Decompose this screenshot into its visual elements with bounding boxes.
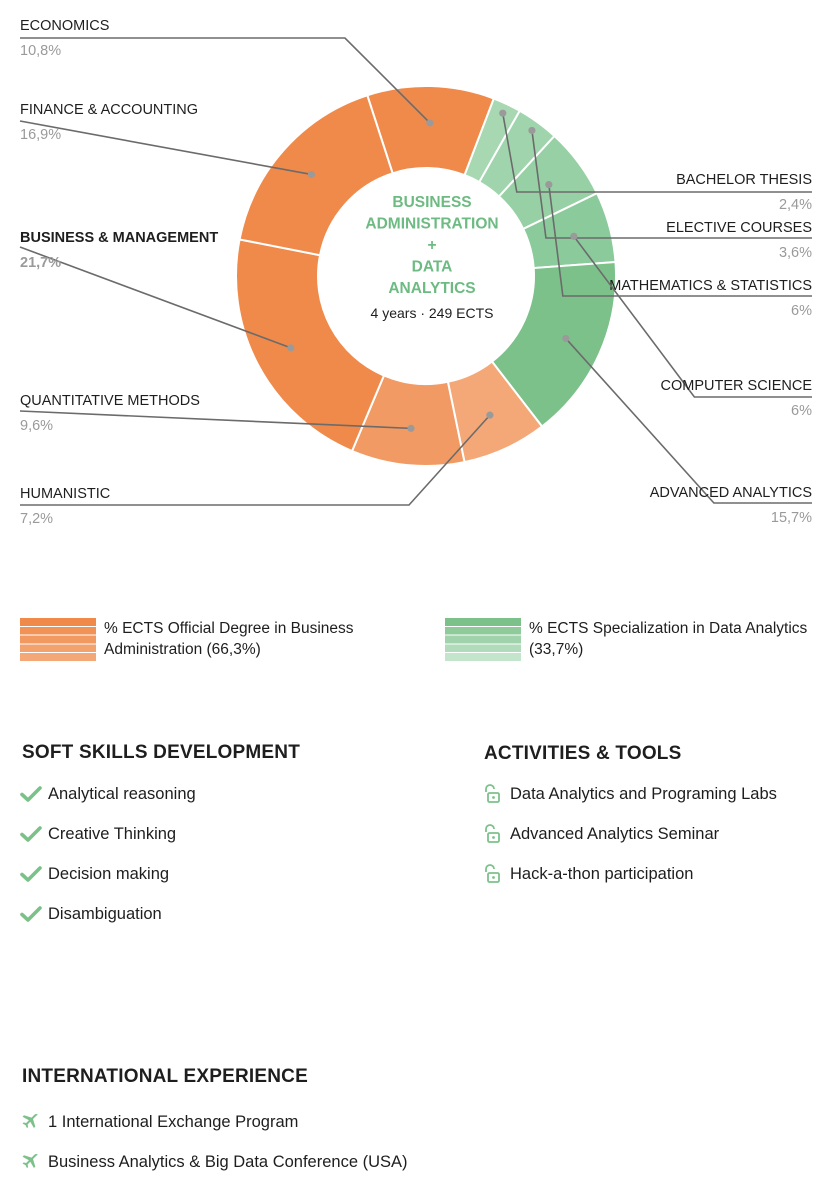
- leader-dot-elective-courses: [528, 126, 536, 135]
- leader-dot-mathematics-and-statistics: [545, 181, 553, 189]
- activities-item: Advanced Analytics Seminar: [482, 814, 777, 854]
- leader-line-elective-courses: [531, 130, 812, 239]
- slice-value-computer-science: 6%: [791, 403, 812, 419]
- airplane-icon: [20, 1112, 48, 1132]
- leader-line-business-and-management: [19, 246, 292, 349]
- international-title: INTERNATIONAL EXPERIENCE: [22, 1066, 308, 1087]
- activities-item-label: Hack-a-thon participation: [510, 864, 694, 883]
- leader-dot-economics: [426, 119, 434, 127]
- leader-dot-computer-science: [570, 232, 578, 240]
- slice-value-economics: 10,8%: [20, 43, 61, 59]
- leader-dot-bachelor-thesis: [499, 109, 507, 117]
- legend-specialization: % ECTS Specialization in Data Analytics …: [445, 618, 829, 662]
- soft_skills-item: Disambiguation: [20, 894, 196, 934]
- soft_skills-item-label: Decision making: [48, 864, 170, 883]
- airplane-icon: [20, 1152, 48, 1172]
- international-item: Business Analytics & Big Data Conference…: [20, 1142, 408, 1182]
- international-item-label: 1 International Exchange Program: [48, 1112, 299, 1131]
- international-item-label: Business Analytics & Big Data Conference…: [48, 1152, 408, 1171]
- leader-dot-finance-and-accounting: [307, 170, 316, 179]
- center-subtitle: 4 years · 249 ECTS: [371, 305, 494, 321]
- legend-swatch-official: [20, 618, 96, 662]
- check-icon: [20, 825, 48, 843]
- slice-value-bachelor-thesis: 2,4%: [779, 197, 812, 213]
- slice-label-mathematics-and-statistics: MATHEMATICS & STATISTICS: [609, 278, 812, 294]
- slice-label-business-and-management: BUSINESS & MANAGEMENT: [20, 230, 218, 246]
- slice-value-quantitative-methods: 9,6%: [20, 418, 53, 434]
- check-icon: [20, 865, 48, 883]
- soft_skills-item: Analytical reasoning: [20, 774, 196, 814]
- leader-dot-quantitative-methods: [407, 424, 415, 432]
- unlocked-padlock-icon: [482, 824, 510, 844]
- international-item: 1 International Exchange Program: [20, 1102, 408, 1142]
- legend-official-degree: % ECTS Official Degree in Business Admin…: [20, 618, 374, 662]
- unlocked-padlock-icon: [482, 784, 510, 804]
- soft_skills-item: Creative Thinking: [20, 814, 196, 854]
- slice-value-business-and-management: 21,7%: [20, 255, 61, 271]
- center-title-line: ADMINISTRATION: [365, 216, 498, 233]
- slice-label-finance-and-accounting: FINANCE & ACCOUNTING: [20, 102, 198, 118]
- activities-list: Data Analytics and Programing Labs Advanc…: [482, 774, 777, 894]
- slice-label-economics: ECONOMICS: [20, 18, 109, 34]
- leader-line-finance-and-accounting: [19, 120, 312, 176]
- unlocked-padlock-icon: [482, 864, 510, 884]
- soft_skills-item-label: Analytical reasoning: [48, 784, 196, 803]
- center-title-line: DATA: [412, 259, 453, 276]
- legend-label-specialization: % ECTS Specialization in Data Analytics …: [529, 620, 808, 658]
- activities-item: Hack-a-thon participation: [482, 854, 777, 894]
- slice-value-finance-and-accounting: 16,9%: [20, 127, 61, 143]
- leader-line-economics: [20, 37, 431, 124]
- slice-label-elective-courses: ELECTIVE COURSES: [666, 220, 812, 236]
- leader-line-quantitative-methods: [19, 410, 412, 430]
- soft_skills-item-label: Creative Thinking: [48, 824, 177, 843]
- leader-line-advanced-analytics: [565, 337, 812, 504]
- leader-dot-business-and-management: [287, 344, 295, 352]
- slice-value-advanced-analytics: 15,7%: [771, 510, 812, 526]
- slice-label-humanistic: HUMANISTIC: [20, 486, 110, 502]
- leader-dot-humanistic: [486, 411, 494, 419]
- check-icon: [20, 785, 48, 803]
- slice-label-computer-science: COMPUTER SCIENCE: [661, 378, 813, 394]
- slice-label-quantitative-methods: QUANTITATIVE METHODS: [20, 393, 200, 409]
- ects-donut-chart: ECONOMICS 10,8% BACHELOR THESIS 2,4% ELECTIV…: [19, 18, 813, 527]
- center-title-line: ANALYTICS: [388, 280, 475, 297]
- activities-item-label: Data Analytics and Programing Labs: [510, 784, 777, 803]
- leader-line-computer-science: [573, 235, 812, 398]
- soft_skills-item: Decision making: [20, 854, 196, 894]
- international-list: 1 International Exchange Program Business…: [20, 1102, 408, 1182]
- leader-dot-advanced-analytics: [562, 334, 570, 343]
- slice-business-and-management: [235, 238, 386, 453]
- slice-finance-and-accounting: [238, 94, 394, 257]
- soft-skills-title: SOFT SKILLS DEVELOPMENT: [22, 742, 301, 763]
- soft-skills-list: Analytical reasoning Creative Thinking Dec…: [20, 774, 196, 934]
- legend-swatch-specialization: [445, 618, 521, 662]
- slice-label-bachelor-thesis: BACHELOR THESIS: [676, 172, 812, 188]
- activities-title: ACTIVITIES & TOOLS: [484, 743, 682, 764]
- check-icon: [20, 905, 48, 923]
- leader-line-humanistic: [20, 414, 491, 506]
- leader-line-bachelor-thesis: [501, 113, 812, 193]
- legend-label-official: % ECTS Official Degree in Business Admin…: [104, 620, 354, 658]
- slice-value-humanistic: 7,2%: [20, 511, 53, 527]
- activities-item-label: Advanced Analytics Seminar: [510, 824, 720, 843]
- slice-value-elective-courses: 3,6%: [779, 245, 812, 261]
- slice-value-mathematics-and-statistics: 6%: [791, 303, 812, 319]
- center-title-line: +: [427, 237, 436, 254]
- soft_skills-item-label: Disambiguation: [48, 904, 162, 923]
- center-title-line: BUSINESS: [392, 194, 471, 211]
- activities-item: Data Analytics and Programing Labs: [482, 774, 777, 814]
- slice-label-advanced-analytics: ADVANCED ANALYTICS: [650, 485, 812, 501]
- leader-line-mathematics-and-statistics: [548, 184, 812, 297]
